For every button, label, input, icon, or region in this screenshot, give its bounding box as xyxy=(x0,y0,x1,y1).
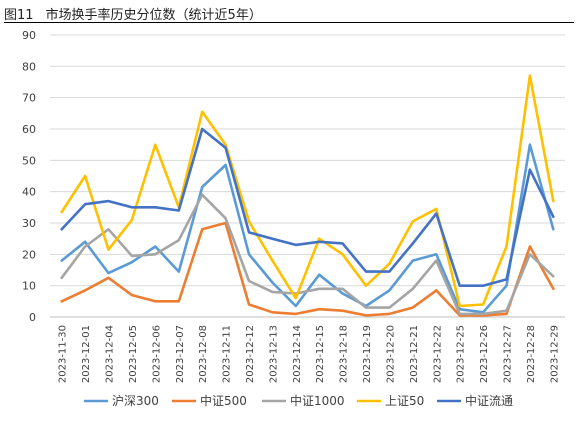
figure-title-text: 市场换手率历史分位数（统计近5年） xyxy=(45,8,262,23)
x-axis: 2023-11-30 2023-12-01 2023-12-04 2023-12-05… xyxy=(50,316,565,383)
y-tick-label: 90 xyxy=(22,29,36,42)
y-axis-tick-labels: 0 10 20 30 40 50 60 70 80 90 xyxy=(22,29,36,324)
x-tick-label: 2023-12-22 xyxy=(432,325,443,383)
x-tick-label: 2023-12-28 xyxy=(526,325,537,383)
y-tick-label: 70 xyxy=(22,92,36,105)
figure-label: 图11 xyxy=(4,8,34,23)
legend-label: 中证流通 xyxy=(465,393,513,408)
x-tick-label: 2023-12-21 xyxy=(409,325,420,383)
x-tick-label: 2023-12-27 xyxy=(502,325,513,383)
x-tick-label: 2023-12-19 xyxy=(362,325,373,383)
x-tick-label: 2023-12-25 xyxy=(456,325,467,383)
y-tick-label: 20 xyxy=(22,248,36,261)
series-line xyxy=(60,127,555,288)
x-tick-label: 2023-11-30 xyxy=(58,325,69,383)
y-tick-label: 10 xyxy=(22,280,36,293)
series-line xyxy=(60,143,555,314)
title-rule xyxy=(4,22,574,23)
y-tick-label: 60 xyxy=(22,123,36,136)
x-tick-label: 2023-12-20 xyxy=(385,325,396,383)
legend-label: 中证500 xyxy=(200,393,247,408)
legend-label: 沪深300 xyxy=(112,394,159,408)
x-tick-label: 2023-12-08 xyxy=(198,325,209,383)
y-tick-label: 50 xyxy=(22,154,36,167)
x-tick-label: 2023-12-07 xyxy=(175,325,186,383)
series-lines xyxy=(60,74,555,317)
x-tick-label: 2023-12-29 xyxy=(549,325,560,383)
y-tick-label: 40 xyxy=(22,186,36,199)
legend: 沪深300 中证500 中证1000 上证50 中证流通 xyxy=(84,393,513,408)
legend-label: 上证50 xyxy=(385,394,424,408)
x-tick-label: 2023-12-14 xyxy=(292,325,303,383)
series-line xyxy=(60,74,555,308)
x-tick-label: 2023-12-12 xyxy=(245,325,256,383)
x-tick-label: 2023-12-01 xyxy=(81,325,92,383)
x-tick-label: 2023-12-06 xyxy=(151,325,162,383)
x-tick-label: 2023-12-05 xyxy=(128,325,139,383)
x-tick-label: 2023-12-18 xyxy=(339,325,350,383)
grid-lines xyxy=(50,34,565,287)
y-tick-label: 30 xyxy=(22,217,36,230)
x-tick-label: 2023-12-26 xyxy=(479,325,490,383)
x-tick-label: 2023-12-13 xyxy=(268,325,279,383)
x-tick-label: 2023-12-15 xyxy=(315,325,326,383)
x-tick-label: 2023-12-04 xyxy=(105,325,116,383)
x-tick-label: 2023-12-11 xyxy=(222,325,233,383)
series-line xyxy=(60,193,555,316)
y-tick-label: 80 xyxy=(22,60,36,73)
figure-title: 图11 市场换手率历史分位数（统计近5年） xyxy=(4,4,262,23)
y-tick-label: 0 xyxy=(29,311,36,324)
legend-label: 中证1000 xyxy=(290,393,345,408)
series-line xyxy=(60,221,555,317)
